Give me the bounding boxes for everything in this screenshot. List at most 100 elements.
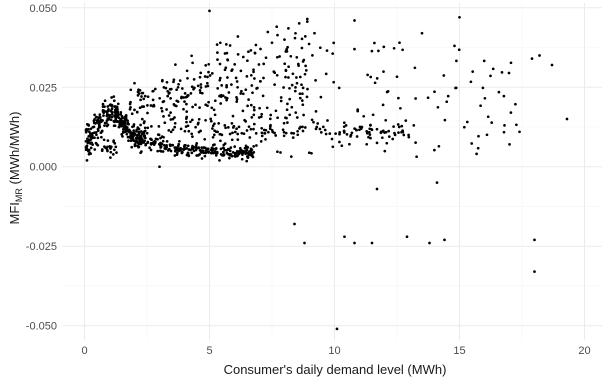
- data-point: [479, 104, 482, 108]
- data-point: [218, 41, 222, 45]
- data-point: [206, 147, 210, 151]
- data-point: [206, 104, 209, 108]
- data-point: [136, 126, 140, 129]
- data-point: [138, 106, 142, 110]
- data-point: [109, 103, 112, 106]
- data-point: [381, 129, 385, 133]
- data-point: [247, 50, 250, 54]
- data-point: [293, 222, 296, 226]
- data-point: [265, 106, 269, 110]
- data-point: [199, 86, 203, 89]
- data-point: [288, 86, 291, 90]
- data-point: [225, 85, 228, 89]
- data-point: [98, 120, 102, 123]
- data-point: [259, 115, 263, 119]
- data-point: [218, 159, 221, 162]
- data-point: [95, 133, 98, 137]
- data-point: [267, 130, 270, 134]
- data-point: [298, 96, 302, 100]
- data-point: [192, 78, 196, 81]
- data-point: [214, 147, 218, 151]
- data-point: [138, 141, 141, 145]
- data-point: [140, 140, 144, 144]
- data-point: [283, 62, 287, 66]
- data-point: [196, 84, 200, 88]
- data-point: [116, 102, 120, 106]
- data-point: [137, 130, 141, 134]
- data-point: [305, 17, 309, 21]
- data-point: [158, 165, 161, 169]
- data-point: [290, 105, 294, 109]
- data-point: [400, 124, 404, 128]
- data-point: [353, 127, 356, 130]
- data-point: [167, 129, 171, 132]
- data-point: [156, 133, 160, 136]
- data-point: [350, 131, 354, 135]
- data-point: [458, 15, 461, 19]
- data-point: [241, 109, 245, 113]
- data-point: [180, 87, 184, 90]
- data-point: [146, 126, 150, 130]
- data-point: [181, 147, 185, 151]
- data-point: [270, 128, 274, 132]
- data-point: [489, 74, 492, 78]
- data-point: [105, 114, 109, 118]
- data-point: [295, 56, 299, 59]
- data-point: [502, 130, 506, 134]
- data-point: [225, 149, 228, 152]
- data-point: [252, 70, 255, 74]
- data-point: [182, 96, 186, 99]
- x-axis-ticks: 0 5 10 15 20: [81, 345, 590, 357]
- data-point: [301, 86, 305, 90]
- data-point: [223, 142, 227, 145]
- data-point: [397, 125, 401, 129]
- data-point: [102, 114, 105, 117]
- data-point: [328, 132, 332, 135]
- data-point: [470, 142, 474, 145]
- data-point: [200, 157, 204, 160]
- data-point: [445, 100, 449, 104]
- data-point: [538, 54, 541, 57]
- data-point: [106, 139, 110, 142]
- data-point: [264, 138, 267, 141]
- data-point: [173, 121, 177, 125]
- data-point: [370, 241, 374, 245]
- data-point: [262, 76, 265, 80]
- data-point: [130, 135, 133, 139]
- data-point: [365, 131, 369, 135]
- data-point: [116, 110, 120, 113]
- data-point: [190, 151, 194, 155]
- data-point: [292, 132, 296, 135]
- x-tick-label: 15: [453, 345, 465, 357]
- data-point: [96, 136, 100, 140]
- data-point: [200, 146, 204, 149]
- data-point: [514, 102, 517, 106]
- data-points: [84, 9, 569, 331]
- data-point: [399, 106, 402, 110]
- data-point: [200, 91, 204, 95]
- data-point: [110, 96, 113, 99]
- data-point: [164, 147, 168, 151]
- data-point: [245, 159, 249, 163]
- data-point: [340, 144, 344, 148]
- y-axis-title-subscript: MR: [14, 188, 24, 202]
- data-point: [252, 106, 256, 109]
- data-point: [296, 129, 299, 133]
- data-point: [173, 125, 177, 129]
- data-point: [89, 146, 93, 150]
- data-point: [275, 73, 279, 77]
- data-point: [457, 48, 461, 52]
- data-point: [112, 119, 116, 123]
- data-point: [300, 37, 304, 41]
- data-point: [227, 91, 231, 94]
- data-point: [245, 146, 249, 149]
- data-point: [263, 131, 267, 135]
- x-tick-label: 0: [81, 345, 87, 357]
- data-point: [342, 129, 346, 133]
- data-point: [331, 52, 335, 55]
- data-point: [314, 110, 318, 113]
- data-point: [216, 58, 219, 61]
- data-point: [282, 86, 285, 89]
- data-point: [139, 123, 142, 127]
- data-point: [169, 97, 172, 100]
